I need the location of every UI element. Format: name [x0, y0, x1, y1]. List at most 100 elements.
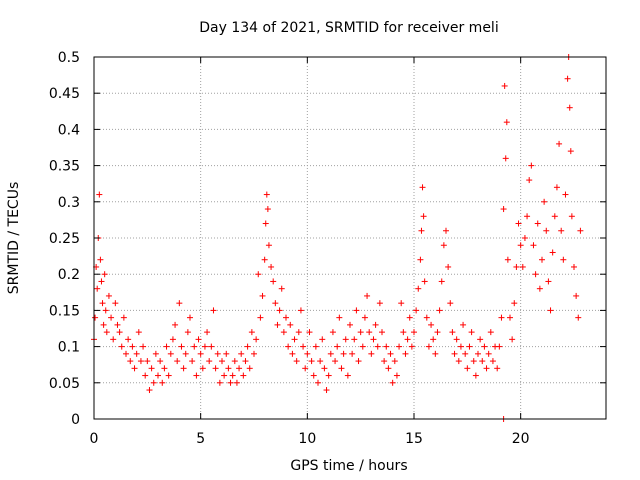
- data-point: [189, 358, 196, 365]
- data-point: [246, 365, 253, 372]
- data-point: [304, 350, 311, 357]
- y-axis-label: SRMTID / TECUs: [6, 182, 22, 295]
- data-point: [359, 343, 366, 350]
- data-point: [334, 343, 341, 350]
- data-point: [534, 220, 541, 227]
- data-point: [265, 242, 272, 249]
- data-point: [379, 329, 385, 336]
- data-point: [398, 300, 405, 307]
- data-point: [351, 336, 358, 343]
- data-point: [556, 140, 563, 147]
- data-point: [357, 329, 364, 336]
- y-tick-label: 0: [71, 412, 80, 428]
- data-point: [116, 329, 123, 336]
- data-point: [255, 271, 262, 278]
- data-point: [420, 213, 427, 220]
- data-point: [568, 213, 575, 220]
- data-point: [240, 372, 247, 379]
- data-point: [524, 213, 531, 220]
- data-point: [295, 329, 302, 336]
- data-point: [229, 372, 236, 379]
- y-tick-label: 0.2: [58, 267, 80, 283]
- data-point: [528, 162, 535, 169]
- data-point: [308, 358, 315, 365]
- data-point: [393, 372, 400, 379]
- chart-title: Day 134 of 2021, SRMTID for receiver mel…: [199, 20, 498, 36]
- data-point: [278, 285, 285, 292]
- data-point: [383, 343, 390, 350]
- data-point: [216, 379, 223, 386]
- data-point: [558, 227, 565, 234]
- data-point: [466, 343, 473, 350]
- data-point: [434, 329, 441, 336]
- data-point: [103, 329, 110, 336]
- data-point: [418, 227, 425, 234]
- data-point: [430, 336, 437, 343]
- data-point: [268, 263, 275, 270]
- data-point: [123, 350, 129, 357]
- data-point: [283, 314, 289, 321]
- data-point: [146, 387, 153, 394]
- data-point: [110, 336, 117, 343]
- data-point: [355, 358, 362, 365]
- data-point: [261, 256, 268, 263]
- data-point: [545, 278, 552, 285]
- data-point: [167, 350, 174, 357]
- data-point: [423, 314, 430, 321]
- y-tick-label: 0.1: [58, 340, 80, 356]
- data-point: [184, 329, 191, 336]
- data-point: [370, 336, 377, 343]
- data-point: [178, 343, 185, 350]
- data-point: [453, 336, 460, 343]
- data-point: [455, 358, 462, 365]
- data-point: [494, 365, 501, 372]
- data-point: [413, 307, 420, 314]
- data-point: [262, 220, 269, 227]
- data-point: [547, 307, 554, 314]
- data-point: [133, 350, 140, 357]
- data-point: [449, 329, 456, 336]
- data-point: [460, 321, 467, 328]
- data-point: [408, 343, 415, 350]
- data-point: [539, 256, 545, 263]
- data-point: [500, 206, 507, 213]
- data-point: [479, 358, 486, 365]
- data-point: [135, 329, 142, 336]
- data-point: [99, 300, 106, 307]
- data-point: [231, 358, 238, 365]
- data-point: [509, 336, 516, 343]
- data-point: [349, 350, 356, 357]
- data-point: [144, 358, 151, 365]
- data-point: [575, 314, 582, 321]
- data-point: [419, 184, 426, 191]
- data-point: [227, 379, 234, 386]
- data-point: [487, 329, 494, 336]
- data-point: [502, 155, 509, 162]
- data-point: [368, 350, 375, 357]
- data-point: [197, 350, 204, 357]
- data-point: [353, 307, 360, 314]
- data-point: [376, 300, 383, 307]
- data-point: [530, 242, 537, 249]
- data-point: [553, 184, 560, 191]
- data-point: [404, 336, 411, 343]
- data-point: [321, 365, 328, 372]
- data-point: [214, 350, 221, 357]
- data-point: [172, 321, 179, 328]
- data-point: [507, 314, 513, 321]
- data-point: [374, 343, 381, 350]
- data-point: [411, 329, 417, 336]
- data-point: [306, 329, 313, 336]
- data-point: [396, 343, 403, 350]
- data-point: [406, 314, 413, 321]
- data-point: [566, 104, 573, 111]
- y-tick-label: 0.25: [49, 231, 80, 247]
- data-point: [125, 336, 132, 343]
- data-point: [428, 321, 435, 328]
- y-tick-label: 0.5: [58, 50, 80, 66]
- data-point: [259, 292, 266, 299]
- data-point: [176, 300, 183, 307]
- data-point: [571, 263, 577, 270]
- data-point: [503, 119, 510, 126]
- data-point: [445, 263, 452, 270]
